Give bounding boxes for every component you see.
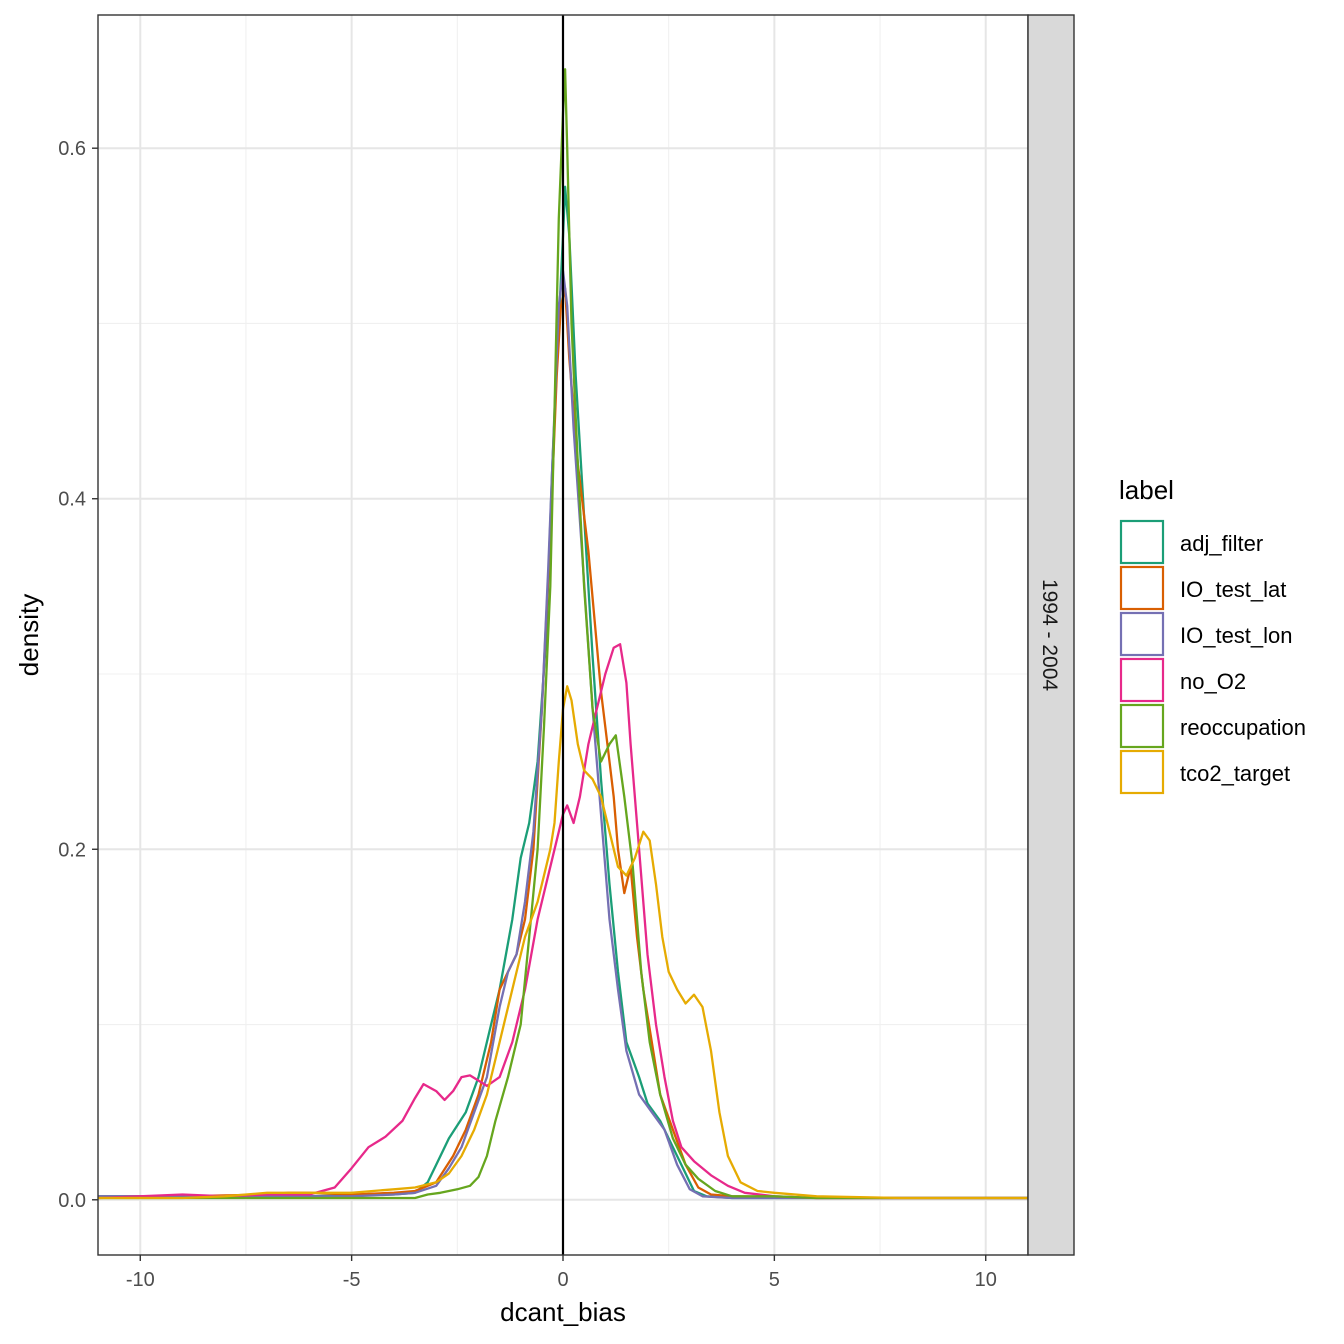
y-axis: 0.0 0.2 0.4 0.6 (58, 138, 98, 1212)
x-tick-label: -5 (343, 1269, 361, 1291)
legend-title: label (1119, 475, 1174, 505)
y-tick-label: 0.0 (58, 1190, 86, 1212)
legend-item-tco2_target: tco2_target (1119, 749, 1290, 795)
legend-key (1119, 519, 1165, 565)
y-tick-label: 0.4 (58, 489, 86, 511)
legend-item-adj_filter: adj_filter (1119, 519, 1263, 565)
x-tick-label: 5 (769, 1269, 780, 1291)
series-lines (97, 68, 1028, 1200)
series-line-tco2_target (98, 685, 1028, 1200)
facet-strip: 1994 - 2004 (1027, 14, 1075, 1256)
legend-label: no_O2 (1180, 669, 1246, 694)
facet-strip-label: 1994 - 2004 (1038, 579, 1061, 691)
legend-items: adj_filter IO_test_lat IO_test_lon no_O2reo… (1119, 519, 1306, 795)
legend-key (1119, 749, 1165, 795)
legend-item-reoccupation: reoccupation (1119, 703, 1306, 749)
y-tick-label: 0.6 (58, 138, 86, 160)
x-axis: -10 -5 0 5 10 (126, 1255, 997, 1291)
y-axis-title: density (14, 594, 44, 676)
legend-key (1119, 703, 1165, 749)
facet-strip-box (1027, 14, 1075, 1256)
series-line-reoccupation (98, 68, 1028, 1200)
series-line-no_O2 (97, 643, 1028, 1200)
legend: label adj_filter IO_test_lat IO_test_lonno… (1119, 475, 1306, 795)
legend-label: IO_test_lon (1180, 623, 1293, 648)
legend-label: adj_filter (1180, 531, 1263, 556)
x-tick-label: -10 (126, 1269, 155, 1291)
x-axis-title: dcant_bias (500, 1297, 626, 1327)
legend-key (1119, 657, 1165, 703)
x-tick-label: 10 (975, 1269, 997, 1291)
legend-key (1119, 565, 1165, 611)
legend-item-IO_test_lat: IO_test_lat (1119, 565, 1286, 611)
legend-label: tco2_target (1180, 761, 1290, 786)
legend-item-no_O2: no_O2 (1119, 657, 1246, 703)
legend-item-IO_test_lon: IO_test_lon (1119, 611, 1293, 657)
legend-label: reoccupation (1180, 715, 1306, 740)
x-tick-label: 0 (557, 1269, 568, 1291)
legend-key (1119, 611, 1165, 657)
y-tick-label: 0.2 (58, 839, 86, 861)
legend-label: IO_test_lat (1180, 577, 1286, 602)
